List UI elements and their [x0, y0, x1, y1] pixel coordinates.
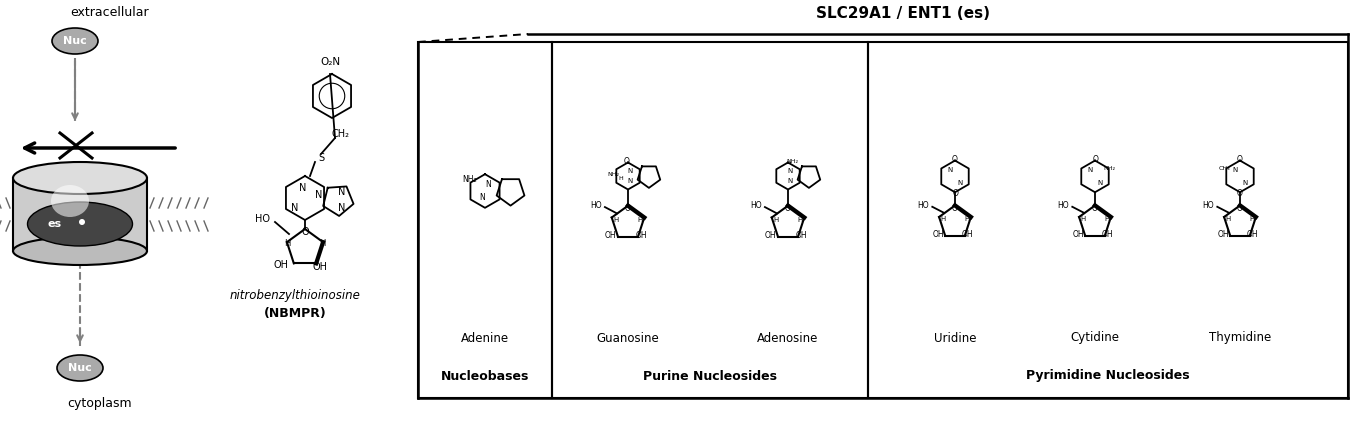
Text: O: O: [1092, 155, 1099, 164]
Text: H: H: [1081, 216, 1086, 222]
Text: N: N: [486, 180, 492, 189]
Text: N: N: [1097, 180, 1103, 186]
Text: H: H: [1249, 216, 1255, 222]
Text: N: N: [1233, 167, 1238, 173]
Text: H: H: [941, 216, 947, 222]
Text: HO: HO: [254, 214, 269, 224]
Text: OH: OH: [1073, 230, 1084, 239]
Text: H: H: [614, 217, 618, 223]
Text: N: N: [315, 190, 323, 200]
Text: S: S: [318, 153, 325, 163]
Circle shape: [79, 219, 86, 225]
Text: O: O: [1237, 155, 1243, 164]
Text: es: es: [48, 219, 62, 229]
Text: SLC29A1 / ENT1 (es): SLC29A1 / ENT1 (es): [816, 6, 990, 21]
Text: O: O: [952, 155, 957, 164]
Text: Thymidine: Thymidine: [1209, 331, 1271, 345]
Text: Cytidine: Cytidine: [1070, 331, 1119, 345]
Text: OH: OH: [1247, 230, 1259, 239]
Ellipse shape: [57, 355, 103, 381]
Text: N: N: [788, 178, 793, 184]
Text: O: O: [952, 189, 959, 198]
Text: O: O: [625, 204, 631, 213]
Text: H: H: [284, 239, 291, 248]
Ellipse shape: [52, 28, 98, 54]
Text: CH₃: CH₃: [1218, 166, 1230, 171]
Text: N: N: [338, 187, 346, 197]
Text: NH₂: NH₂: [1103, 166, 1115, 171]
Text: OH: OH: [606, 231, 617, 240]
Text: O₂N: O₂N: [320, 57, 340, 67]
Text: H: H: [618, 176, 623, 181]
Ellipse shape: [52, 185, 90, 217]
Ellipse shape: [27, 202, 133, 246]
Text: H: H: [773, 217, 778, 223]
Text: extracellular: extracellular: [71, 6, 149, 20]
Text: OH: OH: [961, 230, 974, 239]
Text: Pyrimidine Nucleosides: Pyrimidine Nucleosides: [1027, 369, 1190, 383]
Text: OH: OH: [1101, 230, 1114, 239]
Text: OH: OH: [765, 231, 777, 240]
Text: Nuc: Nuc: [68, 363, 92, 373]
Text: Purine Nucleosides: Purine Nucleosides: [642, 369, 777, 383]
Text: OH: OH: [312, 262, 327, 272]
Bar: [418, 42, 551, 398]
Bar: [868, 42, 1348, 398]
Text: OH: OH: [273, 260, 288, 270]
Text: Nucleobases: Nucleobases: [441, 369, 530, 383]
Text: HO: HO: [1058, 201, 1069, 210]
Text: OH: OH: [636, 231, 646, 240]
Text: O: O: [1092, 204, 1097, 213]
Text: H: H: [637, 217, 642, 223]
Text: O: O: [1237, 204, 1243, 213]
Text: N: N: [788, 168, 793, 174]
Bar: [14, 178, 147, 251]
Text: O: O: [301, 227, 308, 237]
Text: (NBMPR): (NBMPR): [263, 306, 326, 320]
Text: Guanosine: Guanosine: [596, 331, 660, 345]
Text: Adenine: Adenine: [460, 331, 509, 345]
Text: N: N: [292, 203, 299, 213]
Text: Uridine: Uridine: [934, 331, 976, 345]
Text: N: N: [1088, 167, 1093, 173]
Text: O: O: [785, 204, 790, 213]
Text: OH: OH: [933, 230, 944, 239]
Text: HO: HO: [1202, 201, 1214, 210]
Text: N: N: [299, 183, 307, 193]
Text: NH₂: NH₂: [786, 158, 799, 164]
Text: Nuc: Nuc: [62, 36, 87, 46]
Text: H: H: [964, 216, 970, 222]
Text: Adenosine: Adenosine: [758, 331, 819, 345]
Text: CH₂: CH₂: [331, 129, 350, 139]
Text: O: O: [1237, 189, 1243, 198]
Text: N: N: [479, 193, 485, 202]
Text: nitrobenzylthioinosine: nitrobenzylthioinosine: [230, 290, 360, 302]
Ellipse shape: [14, 162, 147, 194]
Text: N: N: [957, 180, 963, 186]
Text: H: H: [1104, 216, 1109, 222]
Text: O: O: [952, 204, 957, 213]
Text: H: H: [797, 217, 803, 223]
Text: N: N: [948, 167, 953, 173]
Text: O: O: [623, 157, 630, 166]
Text: N: N: [627, 168, 633, 174]
Text: N: N: [1243, 180, 1248, 186]
Text: H: H: [319, 239, 325, 248]
Text: NH₂: NH₂: [608, 173, 619, 177]
Text: H: H: [1226, 216, 1230, 222]
Text: OH: OH: [1218, 230, 1229, 239]
Text: N: N: [627, 178, 633, 184]
Bar: [551, 42, 868, 398]
Text: cytoplasm: cytoplasm: [68, 397, 132, 411]
Ellipse shape: [14, 237, 147, 265]
Text: HO: HO: [750, 201, 762, 210]
Text: HO: HO: [591, 201, 602, 210]
Text: OH: OH: [796, 231, 807, 240]
Text: N: N: [338, 203, 346, 213]
Text: NH₂: NH₂: [463, 175, 477, 184]
Text: HO: HO: [918, 201, 929, 210]
